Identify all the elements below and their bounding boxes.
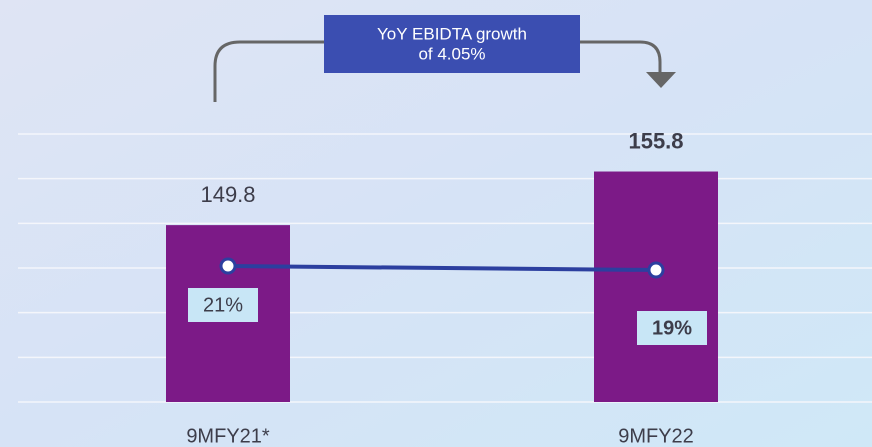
value-label-box xyxy=(188,288,258,322)
value-label-box xyxy=(637,311,707,345)
bar xyxy=(594,171,718,402)
bar-value-label: 149.8 xyxy=(200,182,255,207)
line-value-label: 21% xyxy=(203,294,243,316)
x-tick-label: 9MFY22 xyxy=(618,425,694,447)
annotation-box xyxy=(324,15,580,73)
line-point xyxy=(219,257,237,275)
annotation: of 4.05% xyxy=(418,44,485,63)
line xyxy=(227,264,657,272)
annotation: YoY EBIDTA growth xyxy=(377,24,527,43)
line-point xyxy=(647,261,665,279)
arrow-head xyxy=(646,72,676,88)
line-value-label: 19% xyxy=(652,317,692,339)
x-tick-label: 9MFY21* xyxy=(186,425,270,447)
bar-value-label: 155.8 xyxy=(628,128,683,153)
growth-bracket xyxy=(213,40,662,102)
